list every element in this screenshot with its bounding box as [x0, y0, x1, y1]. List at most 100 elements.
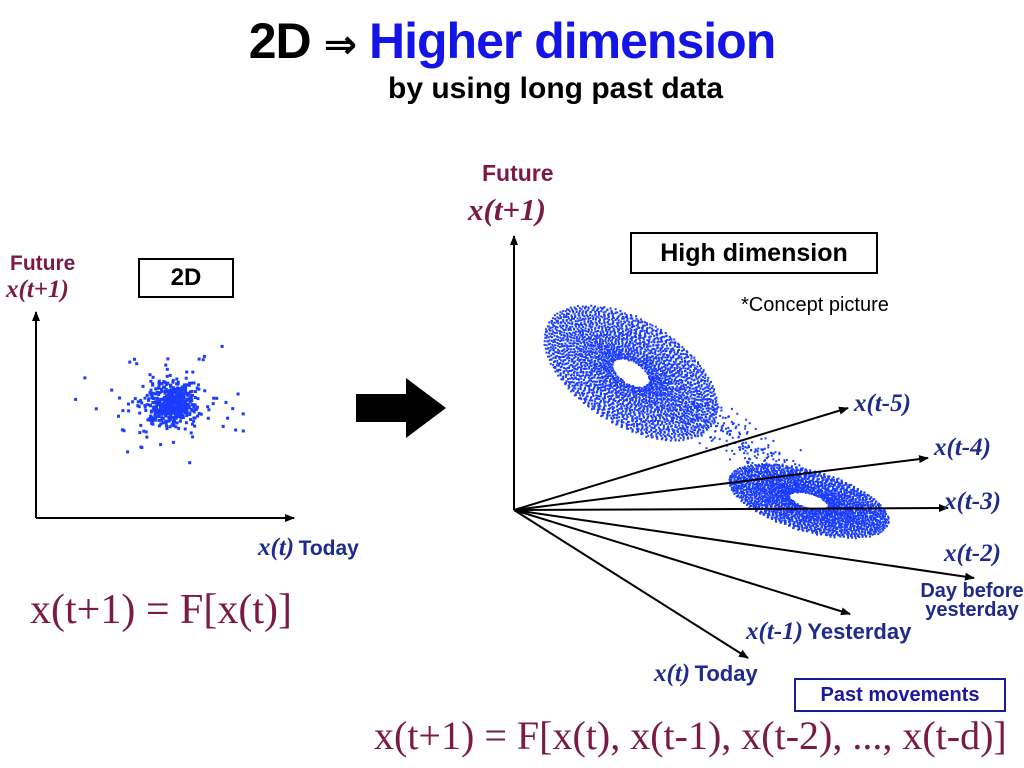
scatter-dot	[670, 338, 673, 341]
scatter-dot	[694, 429, 696, 432]
scatter-dot	[767, 479, 770, 482]
scatter-dot	[618, 357, 621, 360]
scatter-dot	[606, 413, 609, 416]
scatter-dot	[655, 387, 657, 390]
scatter-dot	[779, 497, 782, 500]
scatter-dot	[669, 407, 672, 410]
scatter-dot	[171, 398, 175, 401]
scatter-dot	[657, 387, 660, 390]
scatter-dot	[626, 395, 629, 398]
scatter-dot	[614, 372, 617, 375]
scatter-dot	[626, 423, 628, 426]
scatter-dot	[562, 370, 565, 373]
title-lead: 2D	[248, 13, 312, 69]
scatter-dot	[755, 494, 758, 497]
scatter-dot	[148, 418, 152, 422]
scatter-dot	[638, 397, 641, 400]
scatter-dot	[785, 476, 788, 479]
scatter-dot	[696, 365, 699, 368]
scatter-dot	[858, 514, 861, 517]
scatter-dot	[126, 450, 130, 454]
scatter-dot	[557, 317, 560, 320]
scatter-dot	[783, 484, 786, 487]
scatter-dot	[835, 513, 838, 516]
scatter-dot	[841, 497, 844, 500]
scatter-dot	[653, 399, 656, 402]
scatter-dot	[584, 386, 587, 389]
scatter-dot	[814, 522, 816, 525]
scatter-dot	[650, 404, 653, 407]
scatter-dot	[586, 341, 588, 344]
scatter-dot	[620, 396, 623, 399]
scatter-dot	[702, 369, 705, 372]
scatter-dot	[659, 430, 662, 433]
scatter-dot	[611, 421, 613, 424]
scatter-dot	[836, 486, 839, 489]
scatter-dot	[614, 353, 617, 356]
scatter-dot	[176, 395, 180, 399]
scatter-dot	[157, 424, 161, 428]
scatter-dot	[575, 330, 577, 333]
scatter-dot	[620, 378, 622, 380]
scatter-dot	[638, 345, 641, 348]
scatter-dot	[605, 345, 608, 348]
scatter-dot	[647, 434, 650, 437]
scatter-dot	[684, 422, 687, 425]
scatter-dot	[681, 360, 684, 363]
scatter-dot	[638, 423, 640, 426]
scatter-dot	[193, 396, 197, 399]
scatter-dot	[829, 521, 832, 524]
scatter-dot	[576, 358, 579, 361]
scatter-dot	[757, 485, 760, 487]
scatter-dot	[600, 347, 603, 350]
scatter-dot	[825, 496, 828, 499]
scatter-dot	[801, 483, 803, 486]
scatter-dot	[670, 436, 673, 439]
scatter-dot	[764, 500, 767, 502]
scatter-dot	[598, 358, 601, 360]
scatter-dot	[557, 368, 560, 371]
scatter-dot	[812, 524, 814, 527]
scatter-dot	[643, 416, 645, 419]
scatter-dot	[817, 486, 820, 489]
scatter-dot	[666, 405, 669, 408]
scatter-dot	[231, 407, 235, 411]
scatter-dot	[603, 389, 606, 392]
scatter-dot	[582, 351, 585, 354]
scatter-dot	[755, 495, 758, 498]
scatter-dot	[685, 417, 688, 420]
scatter-dot	[689, 387, 691, 390]
scatter-dot	[687, 364, 690, 367]
scatter-dot	[824, 495, 827, 498]
scatter-dot	[585, 357, 588, 359]
scatter-dot	[176, 411, 180, 415]
scatter-dot	[654, 337, 657, 340]
scatter-dot	[621, 410, 624, 413]
scatter-dot	[817, 483, 819, 486]
scatter-dot	[832, 486, 834, 488]
scatter-dot	[678, 378, 681, 381]
scatter-dot	[710, 391, 713, 394]
scatter-dot	[685, 392, 688, 394]
scatter-dot	[627, 359, 630, 362]
scatter-dot	[593, 383, 596, 386]
scatter-dot	[601, 328, 604, 331]
scatter-dot	[633, 425, 636, 428]
scatter-dot	[792, 477, 795, 480]
scatter-dot	[658, 419, 661, 422]
scatter-dot	[143, 405, 147, 409]
scatter-dot	[646, 366, 649, 369]
scatter-dot	[679, 373, 682, 376]
scatter-dot	[749, 490, 752, 493]
scatter-dot	[618, 338, 621, 341]
scatter-dot	[642, 361, 645, 364]
scatter-dot	[819, 519, 822, 522]
scatter-dot	[653, 334, 656, 337]
scatter-dot	[619, 384, 622, 387]
scatter-dot	[756, 480, 759, 483]
scatter-dot	[672, 356, 675, 359]
scatter-dot	[600, 375, 603, 378]
scatter-dot	[581, 332, 584, 334]
scatter-dot	[571, 310, 574, 312]
scatter-dot	[661, 357, 664, 360]
